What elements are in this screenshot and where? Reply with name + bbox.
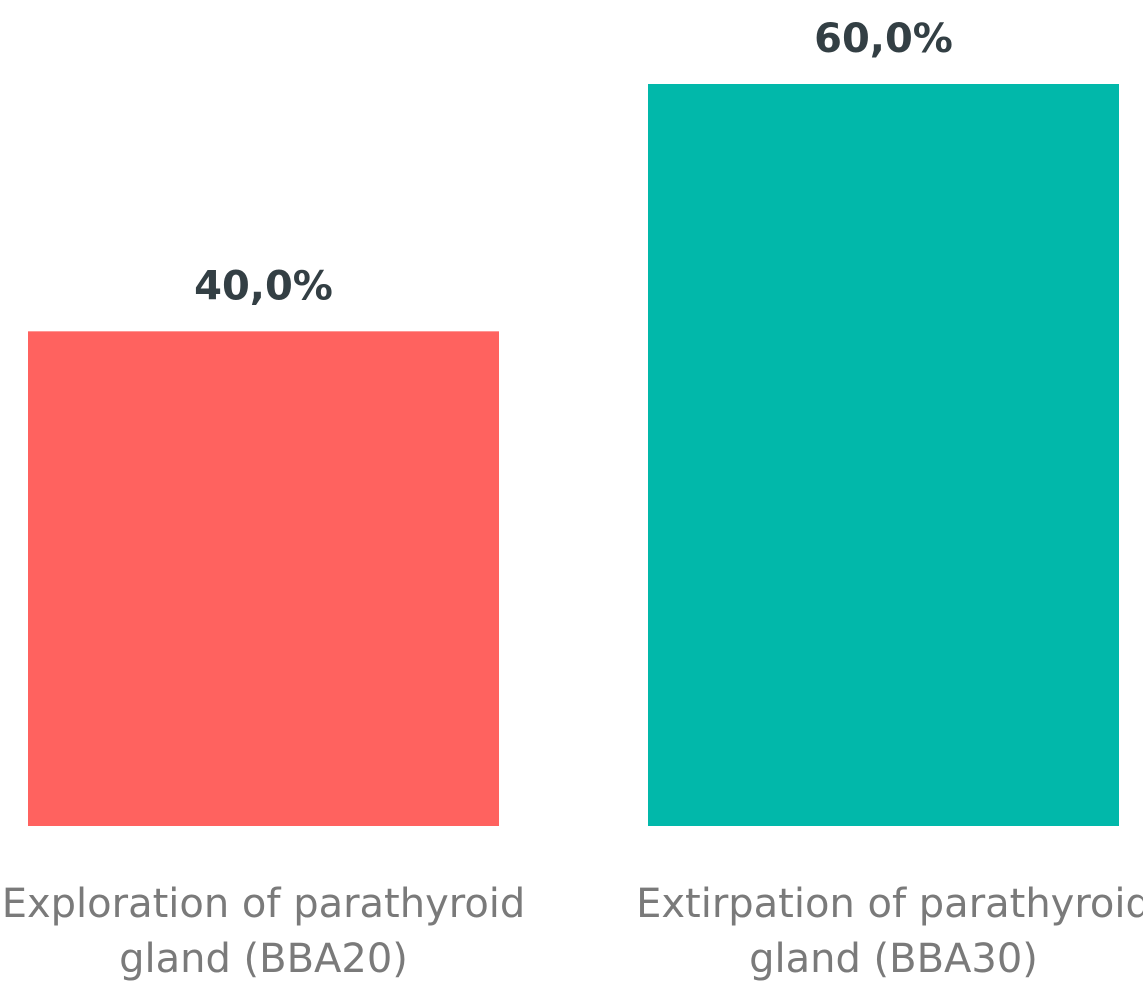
category-label-2-line-1: Extirpation of parathyroid: [636, 881, 1143, 927]
bar-2: [648, 84, 1119, 826]
data-label-2: 60,0%: [814, 16, 953, 62]
category-label-1-line-1: Exploration of parathyroid: [2, 881, 526, 927]
category-label-1-line-2: gland (BBA20): [119, 936, 408, 982]
category-label-2-line-2: gland (BBA30): [749, 936, 1038, 982]
bar-1: [28, 331, 499, 826]
data-label-1: 40,0%: [194, 263, 333, 309]
